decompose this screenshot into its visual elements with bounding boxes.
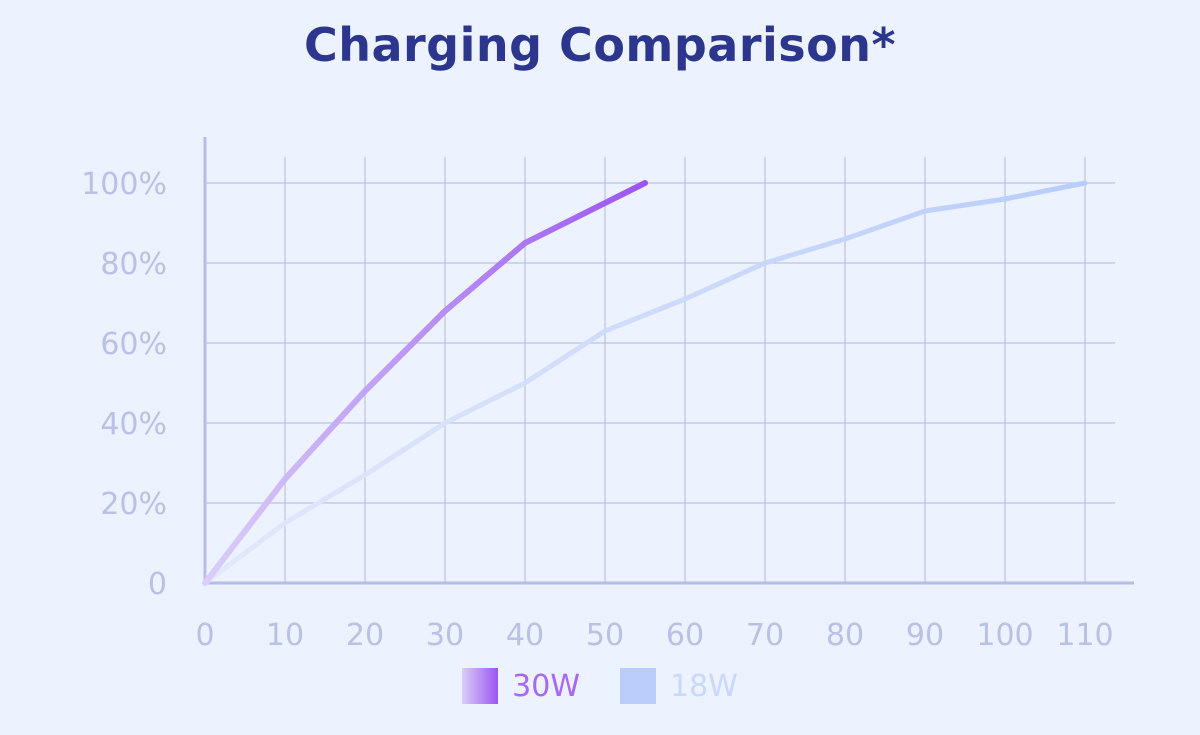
legend: 30W 18W (0, 668, 1200, 704)
grid-lines (205, 157, 1115, 583)
x-tick-label-30: 30 (426, 618, 464, 653)
axes (203, 137, 1134, 585)
legend-swatch-30w (462, 668, 499, 704)
y-tick-label-40: 40% (100, 407, 167, 442)
y-tick-label-0: 0 (148, 567, 167, 602)
x-tick-label-110: 110 (1056, 618, 1113, 653)
y-tick-label-80: 80% (100, 247, 167, 282)
x-tick-label-60: 60 (666, 618, 704, 653)
x-tick-label-90: 90 (906, 618, 944, 653)
legend-item-18w: 18W (620, 668, 738, 704)
x-tick-label-50: 50 (586, 618, 624, 653)
legend-label-30w: 30W (512, 668, 580, 704)
x-tick-label-80: 80 (826, 618, 864, 653)
y-tick-label-20: 20% (100, 487, 167, 522)
tick-labels: 0 10 20 30 40 50 60 70 80 90 100 110 0 20% 40% 60% 80% 10… (81, 167, 1113, 653)
x-tick-label-10: 10 (266, 618, 304, 653)
legend-item-30w: 30W (462, 668, 580, 704)
x-tick-label-100: 100 (976, 618, 1033, 653)
x-tick-label-0: 0 (195, 618, 214, 653)
legend-label-18w: 18W (670, 668, 738, 704)
legend-swatch-18w (620, 668, 656, 704)
series-line-30w (202, 180, 648, 586)
series-lines (202, 180, 1088, 586)
x-tick-label-40: 40 (506, 618, 544, 653)
series-line-18w (202, 180, 1088, 586)
y-tick-label-100: 100% (81, 167, 167, 202)
chart-title: Charging Comparison* (303, 18, 897, 72)
x-tick-label-70: 70 (746, 618, 784, 653)
x-tick-label-20: 20 (346, 618, 384, 653)
y-tick-label-60: 60% (100, 327, 167, 362)
